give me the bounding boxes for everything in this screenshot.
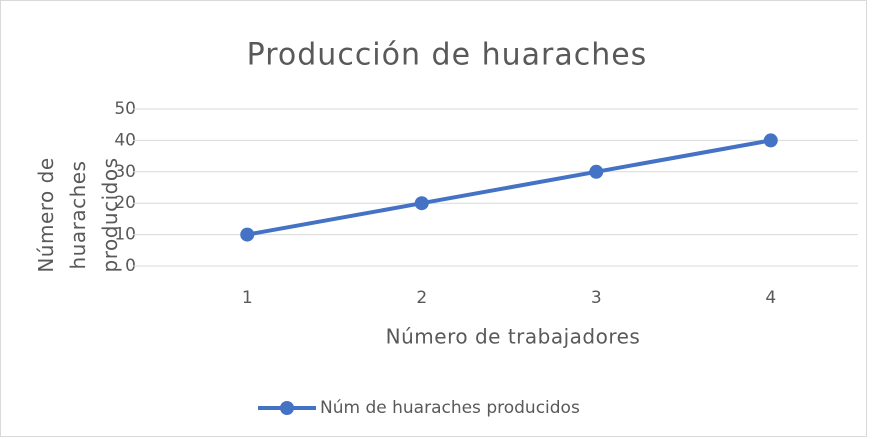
data-point — [414, 196, 429, 211]
x-tick-label: 1 — [242, 288, 253, 308]
chart-title: Producción de huaraches — [247, 38, 648, 73]
legend-marker — [280, 401, 294, 415]
y-tick-label: 0 — [125, 256, 136, 276]
x-tick-label: 3 — [591, 288, 602, 308]
data-line — [245, 138, 773, 237]
y-tick-label: 50 — [114, 99, 136, 119]
x-tick-label: 4 — [765, 288, 776, 308]
data-point — [240, 227, 255, 242]
y-tick-label: 20 — [114, 193, 136, 213]
x-tick-label: 2 — [416, 288, 427, 308]
legend-label: Núm de huaraches producidos — [320, 398, 580, 418]
y-tick-label: 40 — [114, 130, 136, 150]
y-tick-label: 30 — [114, 162, 136, 182]
x-axis-label: Número de trabajadores — [386, 325, 641, 349]
data-point — [763, 133, 778, 148]
data-point — [589, 164, 604, 179]
y-axis-label: Número de huaraches producidos — [34, 157, 122, 273]
y-tick-label: 10 — [114, 225, 136, 245]
